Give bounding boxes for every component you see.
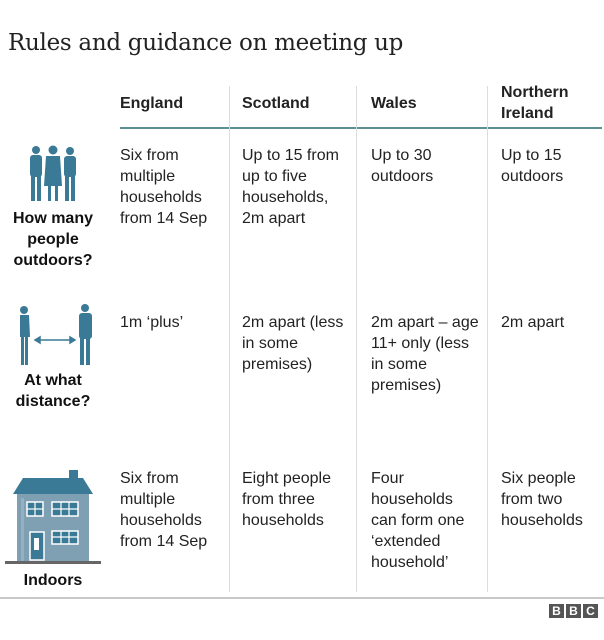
column-header-wales: Wales [371, 95, 417, 112]
cell-wales-distance: 2m apart – age 11+ only (less in some pr… [371, 314, 479, 394]
cell-scotland-outdoors: Up to 15 from up to five households, 2m … [242, 147, 339, 227]
column-divider [229, 86, 230, 592]
house-icon [5, 470, 101, 564]
cell-wales-outdoors: Up to 30 outdoors [371, 147, 434, 185]
column-header-england: England [120, 95, 184, 112]
row-label-indoors: Indoors [23, 572, 83, 589]
cell-ni-indoors: Six people from two households [501, 470, 583, 529]
row-label-people-outdoors: How many people outdoors? [12, 210, 93, 269]
row-label-distance: At what distance? [15, 372, 91, 410]
page-title: Rules and guidance on meeting up [8, 30, 404, 56]
column-divider [356, 86, 357, 592]
cell-england-indoors: Six from multiple households from 14 Sep [120, 470, 208, 550]
footer-rule [0, 597, 604, 599]
cell-england-distance: 1m ‘plus’ [120, 314, 184, 331]
cell-wales-indoors: Four households can form one ‘extended h… [371, 470, 465, 571]
cell-ni-outdoors: Up to 15 outdoors [501, 147, 564, 185]
cell-england-outdoors: Six from multiple households from 14 Sep [120, 147, 208, 227]
cell-scotland-distance: 2m apart (less in some premises) [242, 314, 344, 373]
cell-scotland-indoors: Eight people from three households [242, 470, 331, 529]
column-header-scotland: Scotland [242, 95, 310, 112]
social-distance-icon [20, 304, 92, 365]
three-people-icon [30, 145, 76, 201]
column-header-northern-ireland: Northern Ireland [501, 84, 569, 122]
header-rule [120, 127, 602, 129]
cell-ni-distance: 2m apart [501, 314, 565, 331]
column-divider [487, 86, 488, 592]
